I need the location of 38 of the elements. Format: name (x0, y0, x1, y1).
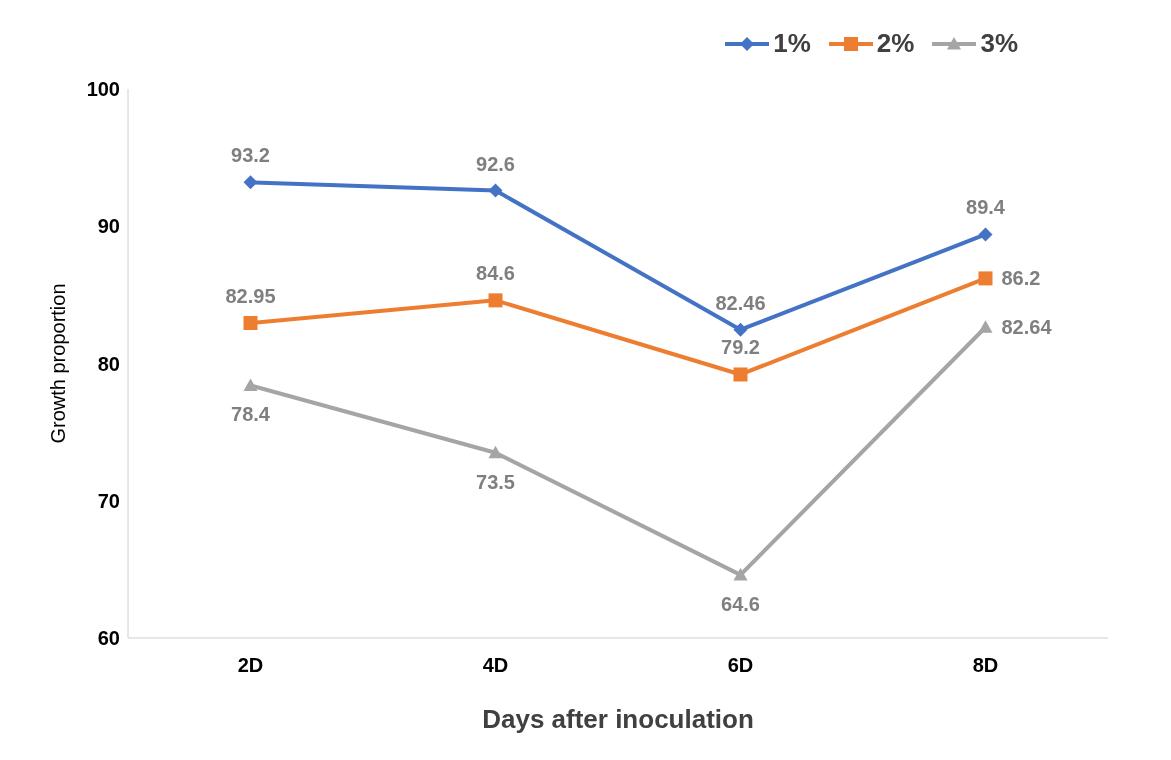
legend-label: 1% (773, 28, 811, 59)
data-label: 84.6 (476, 262, 515, 285)
point (243, 316, 258, 331)
data-label: 82.64 (1001, 316, 1053, 339)
data-label: 82.95 (225, 285, 276, 308)
data-label: 79.2 (721, 336, 760, 359)
x-tick-label: 8D (972, 654, 999, 677)
data-label: 86.2 (1001, 267, 1041, 290)
y-tick-label: 100 (86, 78, 120, 101)
y-tick-label: 70 (97, 489, 120, 512)
data-label: 82.46 (715, 291, 766, 314)
point (488, 445, 503, 459)
data-label: 64.6 (721, 592, 760, 615)
x-tick-label: 6D (727, 654, 754, 677)
y-tick-label: 60 (97, 627, 120, 650)
data-label: 93.2 (231, 144, 270, 167)
point (488, 183, 503, 198)
x-tick-label: 4D (482, 654, 509, 677)
x-tick-label: 2D (237, 654, 264, 677)
y-tick-label: 80 (97, 352, 120, 375)
point (978, 271, 993, 286)
point (243, 175, 258, 190)
legend-label: 3% (980, 28, 1018, 59)
point (978, 227, 993, 242)
y-tick-label: 90 (97, 215, 120, 238)
point (733, 567, 748, 581)
point (733, 367, 748, 382)
data-label: 92.6 (476, 152, 515, 175)
point (733, 322, 748, 337)
x-axis-title: Days after inoculation (482, 704, 754, 734)
y-axis-title: Growth proportion (47, 283, 70, 444)
data-label: 89.4 (966, 196, 1006, 219)
point (978, 320, 993, 333)
legend-label: 2% (876, 28, 915, 59)
data-label: 73.5 (476, 470, 515, 493)
data-label: 78.4 (231, 403, 271, 426)
point (488, 293, 503, 308)
point (243, 378, 258, 392)
